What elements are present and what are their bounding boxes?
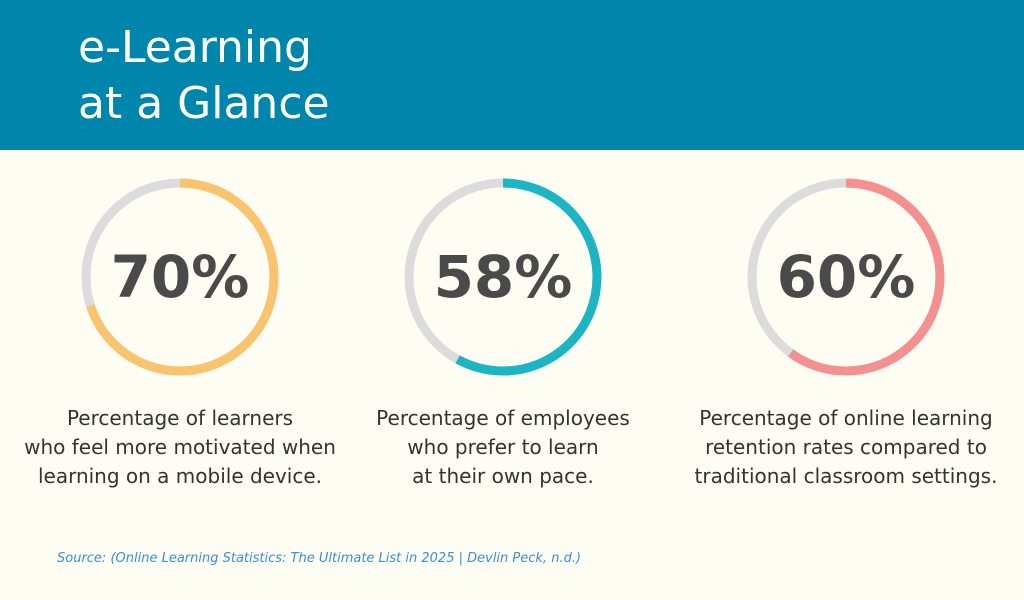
title-line: at a Glance [78,78,330,129]
stat-value: 58% [434,243,573,311]
caption-line: traditional classroom settings. [695,464,998,488]
caption-line: who feel more motivated when [24,435,336,459]
source-note: Source: (Online Learning Statistics: The… [57,551,581,566]
caption-line: at their own pace. [412,464,594,488]
caption-line: who prefer to learn [407,435,598,459]
caption-line: Percentage of employees [376,406,630,430]
title-line: e-Learning [78,22,312,73]
caption-line: learning on a mobile device. [38,464,322,488]
header-band [0,0,1024,150]
caption-line: Percentage of learners [67,406,293,430]
ring-arc [404,178,602,376]
ring-arc [81,178,279,376]
ring-arc [747,178,945,376]
stat-value: 60% [777,243,916,311]
caption-line: retention rates compared to [705,435,987,459]
stat-value: 70% [111,243,250,311]
caption-line: Percentage of online learning [699,406,992,430]
